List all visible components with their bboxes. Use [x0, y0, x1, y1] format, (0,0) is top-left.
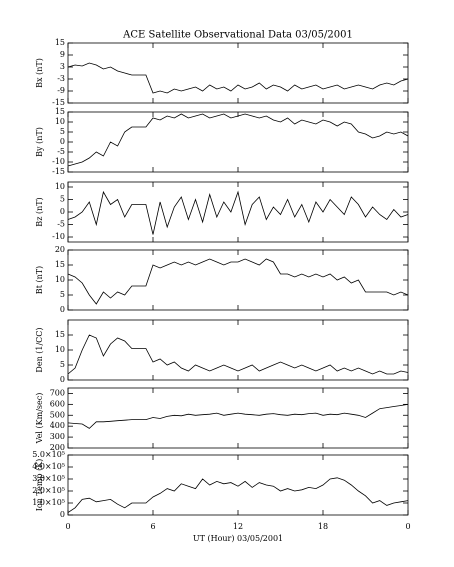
y-tick-label: -5: [57, 220, 65, 229]
y-tick-label: 4.0×10⁵: [32, 462, 65, 471]
x-tick-label: 12: [233, 522, 243, 531]
x-axis-label: UT (Hour) 03/05/2001: [193, 534, 283, 543]
data-line: [67, 404, 409, 429]
y-tick-label: 500: [50, 410, 65, 419]
y-axis-label: Ion Temp (K): [35, 459, 44, 512]
y-tick-label: -3: [57, 74, 65, 83]
y-tick-label: 0: [60, 207, 65, 216]
y-tick-label: 3: [60, 62, 65, 71]
y-tick-label: 0: [60, 510, 65, 519]
panel-frame: [67, 387, 409, 449]
y-tick-label: -15: [52, 167, 65, 176]
data-line: [67, 190, 409, 235]
data-line: [67, 113, 409, 167]
panel-frame: [67, 42, 409, 104]
y-tick-label: 10: [55, 117, 65, 126]
y-axis-label: Vel (Km/sec): [35, 393, 44, 445]
x-tick-label: 18: [318, 522, 328, 531]
y-tick-label: 10: [55, 275, 65, 284]
y-tick-label: 5.0×10⁵: [32, 450, 65, 459]
y-tick-label: -9: [57, 86, 65, 95]
y-tick-label: 0: [60, 137, 65, 146]
y-tick-label: 600: [50, 399, 65, 408]
x-tick-label: 6: [150, 522, 155, 531]
panel-frame: [67, 454, 409, 516]
data-line: [67, 62, 409, 94]
data-line: [67, 477, 409, 513]
y-axis-label: Bx (nT): [35, 58, 44, 88]
y-tick-label: 3.0×10⁵: [32, 474, 65, 483]
y-tick-label: 0: [60, 305, 65, 314]
y-tick-label: 9: [60, 50, 65, 59]
x-tick-label: 0: [65, 522, 70, 531]
y-tick-label: 200: [50, 443, 65, 452]
y-tick-label: 10: [55, 345, 65, 354]
y-tick-label: 5: [60, 127, 65, 136]
y-tick-label: 300: [50, 432, 65, 441]
y-tick-label: -10: [52, 157, 65, 166]
y-tick-label: 20: [55, 245, 65, 254]
y-axis-label: Bz (nT): [35, 197, 44, 226]
y-tick-label: 2.0×10⁵: [32, 486, 65, 495]
y-tick-label: 15: [55, 38, 65, 47]
y-tick-label: 15: [55, 107, 65, 116]
chart-title: ACE Satellite Observational Data 03/05/2…: [122, 30, 353, 41]
y-tick-label: -5: [57, 147, 65, 156]
panel-frame: [67, 111, 409, 173]
y-axis-label: Bt (nT): [35, 266, 44, 294]
y-tick-label: 5: [60, 195, 65, 204]
y-tick-label: 400: [50, 421, 65, 430]
y-tick-label: 15: [55, 260, 65, 269]
y-tick-label: 1.0×10⁵: [32, 498, 65, 507]
y-tick-label: 15: [55, 330, 65, 339]
y-tick-label: -10: [52, 232, 65, 241]
y-tick-label: 5: [60, 290, 65, 299]
y-tick-label: 700: [50, 388, 65, 397]
y-axis-label: By (nT): [35, 127, 44, 157]
x-tick-label: 0: [405, 522, 410, 531]
data-line: [67, 258, 409, 305]
y-tick-label: 0: [60, 375, 65, 384]
y-axis-label: Den (1/CC): [35, 327, 44, 372]
y-tick-label: -15: [52, 98, 65, 107]
y-tick-label: 10: [55, 182, 65, 191]
y-tick-label: 5: [60, 360, 65, 369]
panel-frame: [67, 249, 409, 311]
data-line: [67, 334, 409, 375]
